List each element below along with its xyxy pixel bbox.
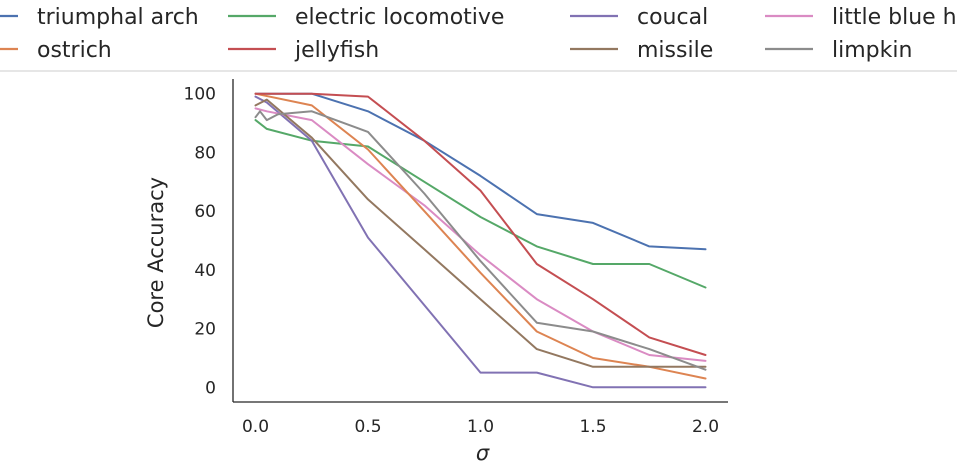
- legend-item-triumphal-arch: triumphal arch: [0, 5, 199, 30]
- y-tick-label: 20: [194, 320, 216, 340]
- legend-label: electric locomotive: [295, 5, 504, 30]
- y-tick-label: 60: [194, 202, 216, 222]
- legend-item-little-blue-heron: little blue heron: [765, 5, 957, 30]
- y-tick-label: 100: [184, 85, 216, 105]
- series-line-missile: [254, 98, 707, 368]
- x-tick-label: 0.5: [354, 417, 381, 437]
- legend-item-missile: missile: [570, 38, 713, 63]
- x-tick-label: 2.0: [692, 417, 719, 437]
- x-tick-label: 1.0: [467, 417, 494, 437]
- y-axis-label: Core Accuracy: [144, 177, 168, 328]
- legend-item-limpkin: limpkin: [765, 38, 912, 63]
- x-axis-label: σ: [476, 441, 490, 465]
- series-line-ostrich: [254, 92, 707, 380]
- legend-label: triumphal arch: [37, 5, 199, 30]
- series-line-jellyfish: [254, 92, 707, 356]
- legend-item-electric-locomotive: electric locomotive: [228, 5, 504, 30]
- y-tick-label: 80: [194, 143, 216, 163]
- legend-label: limpkin: [832, 38, 912, 63]
- legend-label: jellyfish: [294, 38, 379, 63]
- y-axis-ticks: 0 20 40 60 80 100: [184, 85, 216, 399]
- legend-label: little blue heron: [832, 5, 957, 30]
- y-tick-label: 40: [194, 261, 216, 281]
- legend-label: missile: [637, 38, 713, 63]
- y-tick-label: 0: [205, 378, 216, 398]
- plot-area: 0.0 0.5 1.0 1.5 2.0 0 20 40 60 80 100: [184, 79, 728, 437]
- legend-item-coucal: coucal: [570, 5, 708, 30]
- series-layer: [254, 92, 707, 389]
- series-line-electric-locomotive: [254, 119, 707, 289]
- x-tick-label: 0.0: [242, 417, 269, 437]
- legend-item-ostrich: ostrich: [0, 38, 112, 63]
- legend: triumphal arch electric locomotive coucal l…: [0, 5, 957, 63]
- x-tick-label: 1.5: [579, 417, 606, 437]
- legend-label: ostrich: [37, 38, 112, 63]
- series-line-coucal: [254, 95, 707, 389]
- legend-label: coucal: [637, 5, 708, 30]
- series-line-limpkin: [254, 110, 707, 371]
- series-line-triumphal-arch: [254, 92, 707, 251]
- x-axis-ticks: 0.0 0.5 1.0 1.5 2.0: [242, 417, 719, 437]
- legend-item-jellyfish: jellyfish: [228, 38, 379, 63]
- series-line-little-blue-heron: [254, 107, 707, 362]
